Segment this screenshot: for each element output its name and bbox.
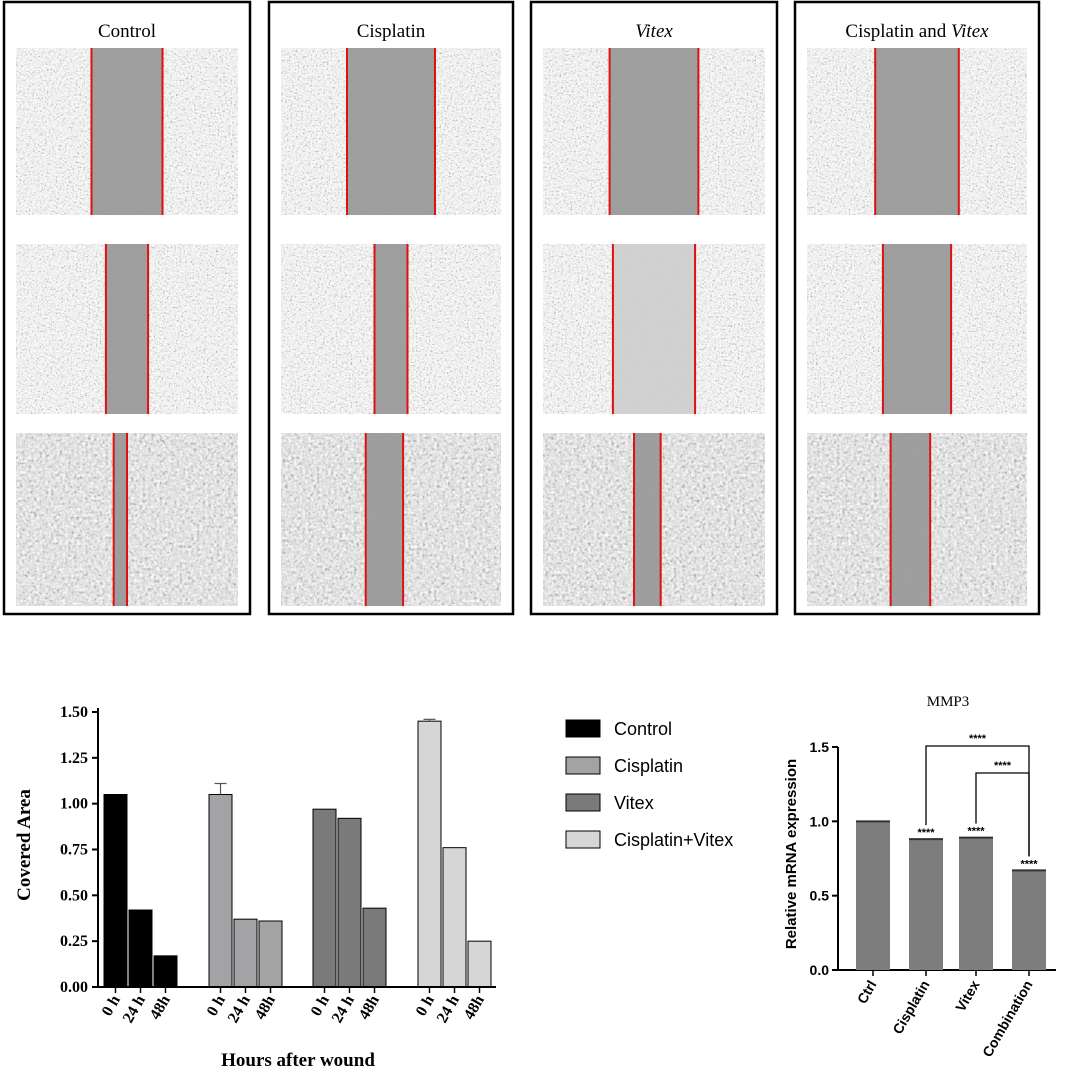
- legend-swatch: [565, 830, 601, 849]
- wound-gap: [882, 244, 952, 414]
- image-panel: Vitex: [529, 0, 779, 616]
- legend-label: Cisplatin+Vitex: [614, 830, 733, 850]
- legend-swatch: [565, 793, 601, 812]
- mmp3-chart: MMP3 Relative mRNA expression 0.0 0.5 1.0 1…: [783, 694, 1056, 1060]
- legend-swatch: [565, 719, 601, 738]
- panel-title-text: Cisplatin and: [845, 21, 951, 42]
- bar: [312, 808, 337, 988]
- bracket-label: ****: [994, 760, 1012, 772]
- bar: [467, 940, 492, 988]
- bar: [442, 847, 467, 988]
- significance-label: ****: [1020, 858, 1038, 870]
- panel-title: Vitex: [635, 21, 673, 42]
- wound-gap: [890, 433, 931, 606]
- significance-label: ****: [917, 827, 935, 839]
- bar: [959, 837, 993, 970]
- image-panel: Cisplatin and Vitex: [793, 0, 1041, 616]
- wound-gap: [875, 48, 959, 215]
- bar: [153, 955, 178, 988]
- bar: [856, 821, 890, 970]
- wound-gap: [609, 48, 699, 215]
- y-tick-label: 0.0: [810, 962, 830, 978]
- y-axis-title: Relative mRNA expression: [783, 759, 800, 949]
- x-tick-label: 48h: [252, 992, 279, 1022]
- x-tick-label: 48h: [147, 992, 174, 1022]
- legend: Control Cisplatin Vitex Cisplatin+Vitex: [565, 719, 733, 850]
- y-tick-label: 1.50: [60, 704, 88, 721]
- wound-gap: [105, 244, 149, 414]
- bar: [258, 920, 283, 988]
- legend-label: Vitex: [614, 793, 654, 813]
- panel-frame: [267, 0, 515, 616]
- y-tick-label: 1.5: [810, 739, 830, 755]
- x-tick-label: Cisplatin: [889, 978, 932, 1037]
- wound-gap: [113, 433, 127, 606]
- panel-frame: [529, 0, 779, 616]
- x-tick-label: 24 h: [434, 992, 463, 1026]
- wound-gap: [612, 244, 696, 414]
- y-tick-label: 1.25: [60, 750, 88, 767]
- panel-frame: [793, 0, 1041, 616]
- panel-title-text: Control: [98, 21, 156, 42]
- y-tick-label: 1.00: [60, 796, 88, 813]
- y-tick-label: 0.00: [60, 979, 88, 996]
- panel-title-text: Cisplatin: [357, 21, 426, 42]
- image-panel: Control: [2, 0, 252, 616]
- x-tick-label: Ctrl: [854, 978, 880, 1007]
- panel-title-italic: Vitex: [635, 21, 673, 42]
- x-tick-label: 48h: [356, 992, 383, 1022]
- y-axis-title: Covered Area: [14, 789, 35, 901]
- legend-swatch: [565, 756, 601, 775]
- x-tick-label: Combination: [979, 978, 1036, 1060]
- wound-gap: [374, 244, 408, 414]
- x-tick-label: 24 h: [225, 992, 254, 1026]
- panel-title-italic: Vitex: [951, 21, 989, 42]
- significance-bracket: [975, 772, 1030, 857]
- bar: [362, 907, 387, 988]
- panel-title: Cisplatin: [357, 21, 426, 42]
- wound-healing-image-grid: Control Cisplatin Vitex Cisplatin and Vitex: [2, 0, 1041, 616]
- bar: [337, 817, 362, 988]
- x-tick-label: 48h: [461, 992, 488, 1022]
- legend-label: Cisplatin: [614, 756, 683, 776]
- chart-title: MMP3: [927, 694, 970, 710]
- bar: [909, 839, 943, 970]
- panel-title: Cisplatin and Vitex: [845, 21, 989, 42]
- bar: [233, 918, 258, 988]
- y-tick-label: 0.5: [810, 888, 830, 904]
- wound-gap: [365, 433, 404, 606]
- bar: [208, 794, 233, 988]
- legend-label: Control: [614, 719, 672, 739]
- significance-label: ****: [967, 826, 985, 838]
- x-tick-label: 24 h: [329, 992, 358, 1026]
- x-axis-title: Hours after wound: [221, 1050, 375, 1071]
- wound-gap: [91, 48, 163, 215]
- bar: [1012, 870, 1046, 970]
- bar: [417, 720, 442, 988]
- wound-gap: [634, 433, 661, 606]
- x-tick-label: 24 h: [120, 992, 149, 1026]
- bar: [103, 794, 128, 988]
- panel-title: Control: [98, 21, 156, 42]
- y-tick-label: 0.75: [60, 842, 88, 859]
- bar: [128, 909, 153, 988]
- y-tick-label: 0.25: [60, 933, 88, 950]
- y-tick-label: 0.50: [60, 887, 88, 904]
- wound-gap: [347, 48, 435, 215]
- x-tick-label: Vitex: [952, 977, 983, 1014]
- bracket-label: ****: [969, 733, 987, 745]
- panel-frame: [2, 0, 252, 616]
- image-panel: Cisplatin: [267, 0, 515, 616]
- y-tick-label: 1.0: [810, 813, 830, 829]
